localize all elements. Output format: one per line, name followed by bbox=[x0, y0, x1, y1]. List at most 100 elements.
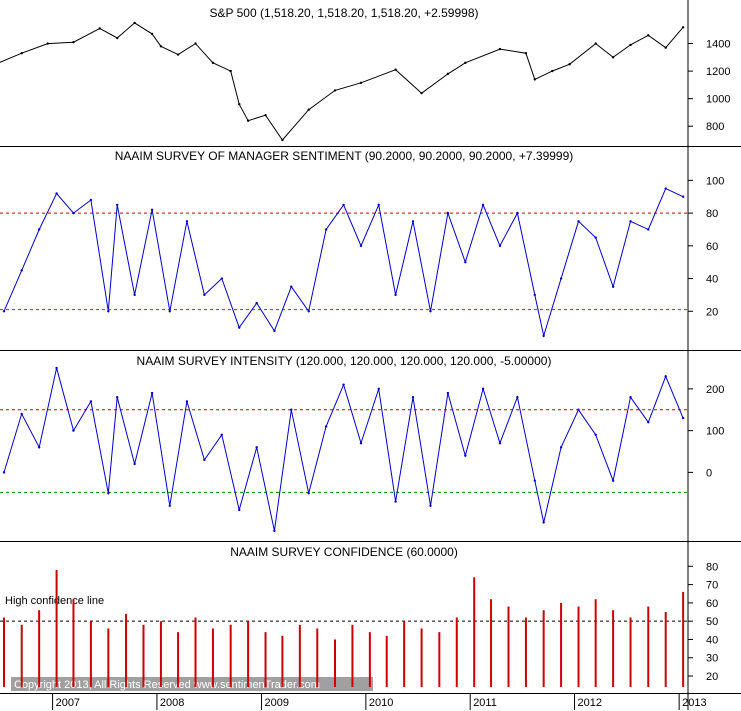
data-point bbox=[238, 102, 241, 106]
data-point bbox=[411, 396, 415, 399]
data-point bbox=[394, 500, 397, 503]
data-point bbox=[107, 492, 110, 495]
data-point bbox=[264, 114, 267, 117]
data-point bbox=[324, 228, 328, 231]
data-point bbox=[464, 260, 467, 264]
data-point bbox=[168, 504, 171, 507]
y-tick-label: 1200 bbox=[706, 66, 730, 78]
confidence-bar bbox=[38, 610, 41, 687]
data-point bbox=[324, 425, 328, 428]
data-point bbox=[446, 211, 450, 215]
data-point bbox=[115, 396, 119, 399]
y-tick-label: 100 bbox=[706, 175, 724, 187]
data-point bbox=[246, 119, 250, 122]
confidence-bar bbox=[20, 624, 23, 687]
confidence-bar bbox=[3, 617, 6, 687]
confidence-bar bbox=[507, 606, 510, 687]
data-point bbox=[533, 78, 536, 81]
data-point bbox=[647, 421, 650, 424]
confidence-bar bbox=[490, 599, 493, 687]
data-point bbox=[185, 220, 189, 223]
data-point bbox=[411, 220, 415, 223]
x-tick-label: 2007 bbox=[56, 697, 80, 709]
x-tick-label: 2010 bbox=[369, 697, 393, 709]
confidence-bar bbox=[542, 610, 545, 687]
data-point bbox=[307, 310, 310, 313]
confidence-bar bbox=[316, 628, 319, 687]
data-point bbox=[290, 285, 293, 288]
data-point bbox=[203, 293, 206, 297]
high-confidence-label: High confidence line bbox=[5, 595, 104, 607]
data-point bbox=[133, 462, 136, 466]
confidence-bar bbox=[385, 635, 388, 687]
data-point bbox=[2, 310, 6, 313]
data-point bbox=[647, 228, 650, 231]
confidence-bar bbox=[455, 617, 458, 687]
intensity-title: NAAIM SURVEY INTENSITY (120.000, 120.000… bbox=[137, 354, 552, 368]
confidence-bar bbox=[524, 617, 527, 687]
y-tick-label: 50 bbox=[706, 616, 718, 628]
y-tick-label: 200 bbox=[706, 384, 724, 396]
data-point bbox=[55, 192, 58, 195]
confidence-bar bbox=[629, 617, 632, 687]
data-point bbox=[629, 220, 632, 223]
data-point bbox=[342, 383, 345, 386]
data-point bbox=[542, 334, 545, 338]
data-point bbox=[89, 198, 93, 202]
data-point bbox=[629, 396, 632, 399]
data-point bbox=[664, 46, 667, 49]
data-point bbox=[194, 42, 197, 45]
confidence-bar bbox=[177, 632, 180, 687]
confidence-bar bbox=[420, 628, 423, 687]
data-point bbox=[168, 310, 171, 313]
data-point bbox=[394, 293, 397, 297]
data-point bbox=[420, 91, 423, 95]
data-point bbox=[107, 310, 110, 313]
data-point bbox=[481, 387, 485, 391]
confidence-bar bbox=[647, 606, 650, 687]
data-point bbox=[55, 366, 58, 370]
confidence-bar bbox=[682, 591, 685, 687]
data-point bbox=[211, 61, 215, 65]
data-point bbox=[533, 479, 536, 482]
data-point bbox=[498, 47, 502, 51]
y-tick-label: 80 bbox=[706, 208, 718, 220]
y-tick-label: 70 bbox=[706, 580, 718, 592]
data-point bbox=[559, 446, 563, 449]
data-point bbox=[238, 326, 241, 329]
axis-ticks: 8001000120014002040608010001002002030405… bbox=[52, 39, 730, 710]
data-point bbox=[98, 27, 101, 30]
confidence-bar bbox=[281, 635, 284, 687]
data-point bbox=[594, 236, 597, 239]
data-point bbox=[498, 441, 502, 445]
data-point bbox=[681, 195, 685, 198]
y-tick-label: 800 bbox=[706, 121, 724, 133]
x-tick-label: 2013 bbox=[682, 697, 706, 709]
chart-marks bbox=[0, 21, 688, 687]
data-point bbox=[681, 416, 685, 420]
x-tick-label: 2011 bbox=[473, 697, 497, 709]
x-tick-label: 2009 bbox=[265, 697, 289, 709]
data-point bbox=[176, 53, 180, 56]
data-point bbox=[359, 441, 363, 445]
data-point bbox=[72, 429, 75, 432]
data-point bbox=[446, 391, 450, 395]
confidence-bar bbox=[211, 628, 214, 687]
confidence-bar bbox=[594, 599, 597, 687]
data-point bbox=[220, 277, 224, 280]
data-point bbox=[333, 89, 337, 92]
y-tick-label: 30 bbox=[706, 653, 718, 665]
confidence-bar bbox=[368, 632, 371, 687]
confidence-bar bbox=[264, 632, 267, 687]
y-tick-label: 1400 bbox=[706, 39, 730, 51]
data-point bbox=[307, 492, 310, 495]
data-point bbox=[203, 458, 206, 462]
data-point bbox=[559, 277, 563, 280]
data-point bbox=[681, 26, 685, 29]
data-point bbox=[89, 400, 93, 403]
data-point bbox=[664, 187, 667, 190]
confidence-bar bbox=[351, 624, 354, 687]
y-tick-label: 40 bbox=[706, 634, 718, 646]
